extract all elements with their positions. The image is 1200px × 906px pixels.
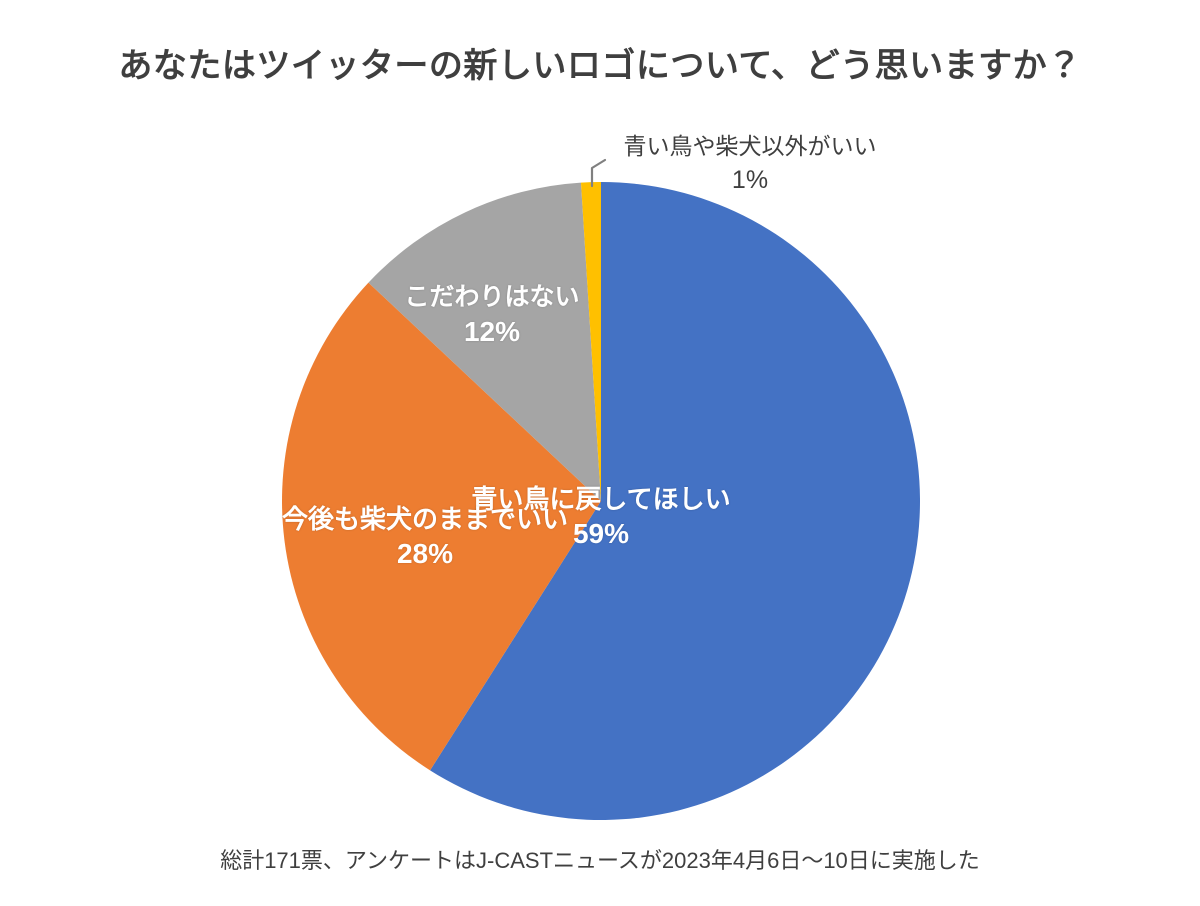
pie-slice-yellow[interactable] xyxy=(580,182,601,501)
pie-slice-gray[interactable] xyxy=(368,182,601,501)
leader-line-yellow xyxy=(590,158,607,188)
pie-slice-blue[interactable] xyxy=(430,182,920,820)
page-title: あなたはツイッターの新しいロゴについて、どう思いますか？ xyxy=(118,47,1082,85)
chart-footnote: 総計171票、アンケートはJ-CASTニュースが2023年4月6日〜10日に実施… xyxy=(220,848,980,873)
pie-slice-orange[interactable] xyxy=(282,282,601,771)
